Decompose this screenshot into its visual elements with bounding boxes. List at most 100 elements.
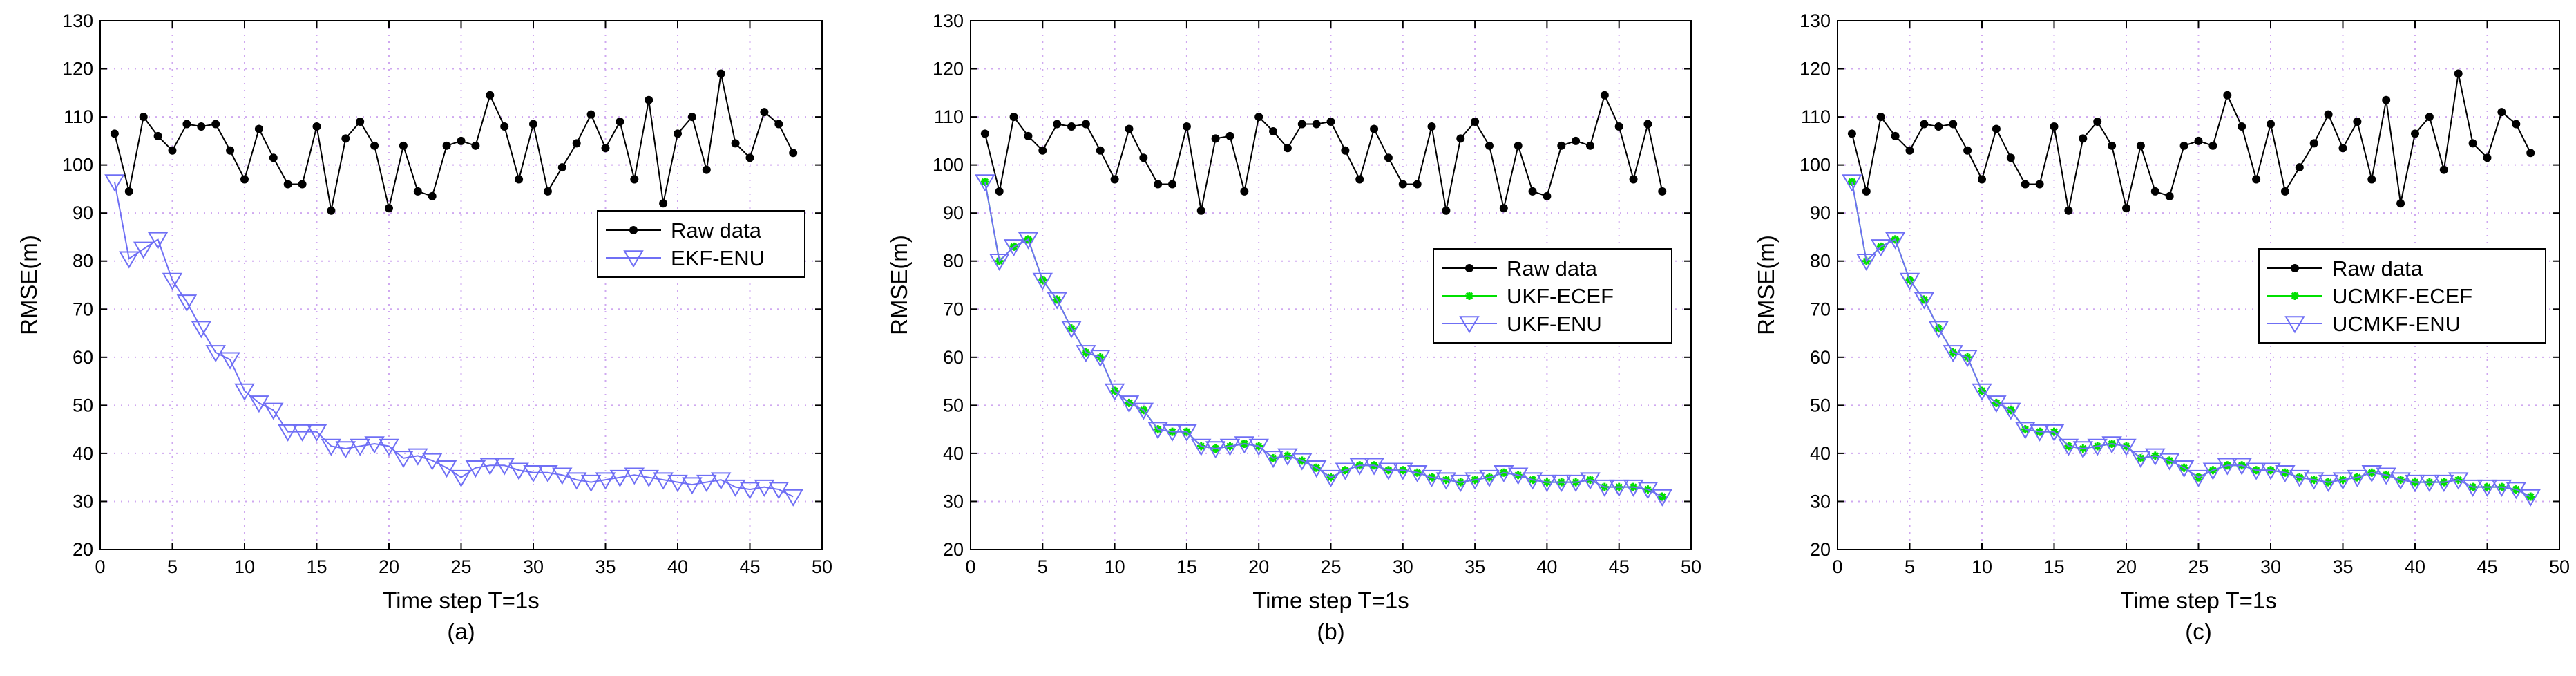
y-tick-label: 30 — [1810, 491, 1831, 511]
data-point — [2462, 479, 2483, 497]
data-point — [1384, 153, 1393, 162]
data-point — [254, 124, 263, 133]
data-point — [783, 489, 803, 507]
data-point — [133, 241, 154, 259]
chart-caption: (a) — [447, 619, 475, 644]
data-point — [1870, 239, 1891, 257]
y-tick-label: 120 — [933, 59, 964, 79]
data-point — [995, 187, 1004, 196]
data-point — [1191, 438, 1212, 456]
data-point — [1528, 187, 1537, 196]
y-axis-label: RMSE(m) — [886, 235, 912, 335]
x-tick-label: 25 — [1320, 556, 1341, 577]
data-point — [1876, 113, 1885, 122]
data-point — [523, 464, 544, 483]
x-tick-label: 15 — [1176, 556, 1197, 577]
data-point — [1162, 424, 1183, 442]
data-point — [2347, 469, 2368, 488]
data-point — [1269, 126, 1278, 135]
data-point — [1292, 453, 1313, 471]
y-tick-label: 60 — [1810, 347, 1831, 368]
data-point — [364, 436, 385, 454]
data-point — [1536, 474, 1558, 492]
data-point — [1471, 118, 1480, 126]
y-tick-label: 40 — [73, 443, 93, 464]
legend-label: UCMKF-ECEF — [2332, 284, 2472, 308]
x-tick-label: 40 — [1536, 556, 1557, 577]
data-point — [586, 110, 595, 119]
y-tick-label: 20 — [943, 539, 964, 560]
y-tick-label: 30 — [73, 491, 93, 511]
data-point — [616, 118, 624, 126]
data-point — [1600, 91, 1609, 100]
x-tick-label: 45 — [1609, 556, 1630, 577]
data-point — [168, 146, 177, 155]
data-point — [494, 458, 515, 476]
data-point — [2252, 175, 2261, 184]
data-point — [1943, 345, 1963, 363]
x-tick-label: 35 — [595, 556, 616, 577]
data-point — [1891, 131, 1900, 140]
data-point — [110, 129, 119, 138]
data-point — [1168, 180, 1177, 189]
data-point — [292, 424, 313, 442]
data-point — [789, 149, 798, 158]
data-point — [2001, 402, 2021, 420]
data-point — [731, 139, 740, 148]
data-point — [1306, 460, 1327, 478]
data-point — [702, 165, 711, 174]
x-tick-label: 10 — [1972, 556, 1992, 577]
data-point — [2367, 175, 2376, 184]
x-tick-label: 50 — [812, 556, 832, 577]
data-point — [220, 352, 240, 370]
data-point — [537, 464, 558, 483]
data-point — [1652, 489, 1673, 507]
legend-label: UKF-ECEF — [1507, 284, 1614, 308]
data-point — [1847, 129, 1856, 138]
data-point — [2390, 472, 2411, 490]
data-point — [645, 95, 653, 104]
data-point — [2072, 441, 2094, 459]
data-point — [975, 174, 995, 192]
data-point — [2238, 122, 2246, 131]
data-point — [413, 187, 422, 196]
data-point — [298, 180, 307, 189]
data-point — [1421, 469, 1442, 488]
x-tick-label: 40 — [667, 556, 688, 577]
data-point — [595, 472, 616, 490]
data-point — [1928, 321, 1949, 339]
data-point — [989, 253, 1010, 272]
data-point — [2165, 191, 2174, 200]
data-point — [2303, 472, 2325, 490]
data-point — [552, 467, 573, 485]
data-point — [2338, 144, 2347, 153]
data-point — [2231, 458, 2252, 476]
data-point — [442, 141, 451, 150]
data-point — [2101, 436, 2122, 454]
data-point — [674, 129, 682, 138]
data-point — [2275, 464, 2296, 483]
data-point — [1934, 122, 1943, 131]
data-point — [1096, 146, 1105, 155]
data-point — [774, 120, 783, 129]
legend-label: EKF-ENU — [671, 246, 765, 270]
plot-area — [100, 21, 822, 550]
data-point — [1263, 451, 1284, 469]
legend: Raw data UKF-ECEF UKF-ENU — [1433, 248, 1672, 344]
data-point — [2280, 187, 2289, 196]
x-tick-label: 20 — [379, 556, 399, 577]
data-point — [139, 113, 148, 122]
x-tick-label: 45 — [739, 556, 760, 577]
legend-label: UKF-ENU — [1507, 312, 1602, 336]
data-point — [2506, 482, 2527, 500]
legend-swatch-marker — [623, 250, 644, 268]
data-point — [321, 438, 342, 456]
x-tick-label: 30 — [2260, 556, 2281, 577]
data-point — [1081, 120, 1090, 129]
y-tick-label: 130 — [933, 10, 964, 31]
data-point — [1349, 458, 1370, 476]
data-point — [1047, 292, 1067, 310]
data-point — [1499, 204, 1508, 213]
data-point — [1572, 136, 1581, 145]
data-point — [370, 141, 379, 150]
